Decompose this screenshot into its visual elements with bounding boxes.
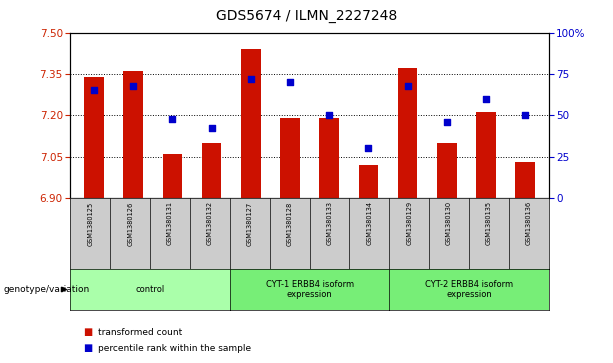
- Point: [364, 146, 373, 151]
- Text: GDS5674 / ILMN_2227248: GDS5674 / ILMN_2227248: [216, 9, 397, 23]
- Text: CYT-1 ERBB4 isoform
expression: CYT-1 ERBB4 isoform expression: [265, 280, 354, 299]
- Text: GSM1380129: GSM1380129: [406, 201, 412, 245]
- Text: ■: ■: [83, 343, 92, 354]
- Text: GSM1380131: GSM1380131: [167, 201, 173, 245]
- Text: GSM1380125: GSM1380125: [88, 201, 93, 246]
- Bar: [123, 71, 143, 198]
- Bar: [359, 165, 378, 198]
- Bar: [319, 118, 339, 198]
- Bar: [241, 49, 261, 198]
- Text: GSM1380133: GSM1380133: [327, 201, 332, 245]
- Bar: [476, 113, 496, 198]
- Text: control: control: [135, 285, 165, 294]
- Point: [207, 126, 216, 131]
- Bar: [202, 143, 221, 198]
- Point: [167, 116, 177, 122]
- Bar: [516, 162, 535, 198]
- Text: transformed count: transformed count: [98, 328, 182, 337]
- Point: [128, 83, 138, 89]
- Point: [246, 76, 256, 82]
- Bar: [280, 118, 300, 198]
- Point: [442, 119, 452, 125]
- Text: CYT-2 ERBB4 isoform
expression: CYT-2 ERBB4 isoform expression: [425, 280, 513, 299]
- Point: [403, 83, 413, 89]
- Text: percentile rank within the sample: percentile rank within the sample: [98, 344, 251, 353]
- Point: [285, 79, 295, 85]
- Bar: [437, 143, 457, 198]
- Text: genotype/variation: genotype/variation: [3, 285, 89, 294]
- Text: GSM1380126: GSM1380126: [128, 201, 133, 246]
- Text: GSM1380127: GSM1380127: [247, 201, 253, 246]
- Text: GSM1380128: GSM1380128: [287, 201, 292, 246]
- Point: [324, 113, 334, 118]
- Bar: [84, 77, 104, 198]
- Point: [520, 113, 530, 118]
- Bar: [162, 154, 182, 198]
- Text: GSM1380134: GSM1380134: [367, 201, 372, 245]
- Point: [481, 96, 491, 102]
- Bar: [398, 69, 417, 198]
- Text: GSM1380135: GSM1380135: [486, 201, 492, 245]
- Text: GSM1380130: GSM1380130: [446, 201, 452, 245]
- Text: GSM1380136: GSM1380136: [526, 201, 531, 245]
- Text: ■: ■: [83, 327, 92, 337]
- Text: GSM1380132: GSM1380132: [207, 201, 213, 245]
- Point: [89, 87, 99, 93]
